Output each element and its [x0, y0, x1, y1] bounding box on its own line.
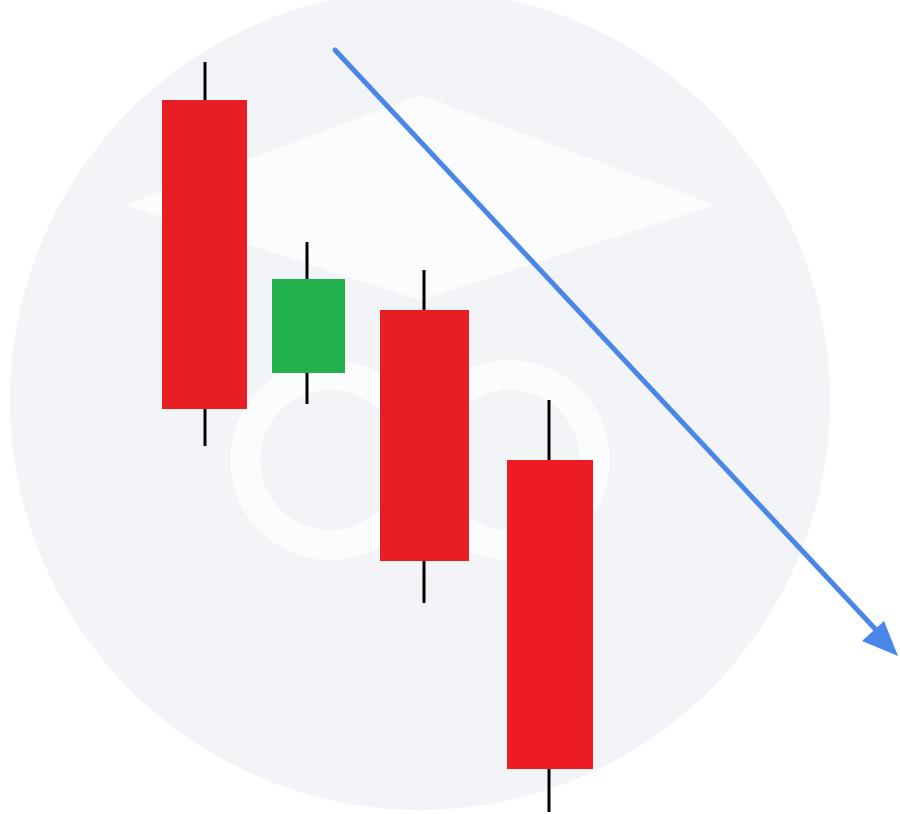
- candle: [507, 400, 593, 812]
- candle-body: [162, 100, 247, 409]
- arrow-head: [862, 621, 898, 656]
- candle-body: [272, 279, 345, 373]
- candle-body: [380, 310, 469, 561]
- candle-body: [507, 460, 593, 769]
- candle: [162, 62, 247, 446]
- candle: [380, 270, 469, 603]
